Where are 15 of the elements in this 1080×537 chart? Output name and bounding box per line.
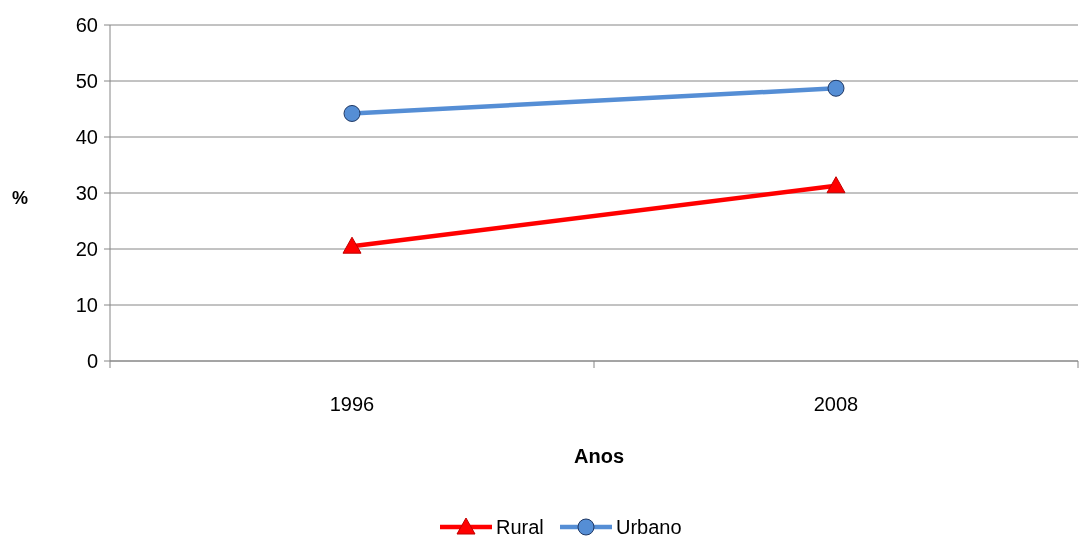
- x-tick-label: 1996: [329, 393, 375, 415]
- y-tick-label: 0: [86, 350, 98, 372]
- y-tick-label: 40: [75, 126, 98, 148]
- y-tick-label: 30: [75, 182, 98, 204]
- point: [343, 104, 361, 122]
- y-axis-title: %: [11, 188, 29, 208]
- x-tick-label: 2008: [813, 393, 859, 415]
- point: [827, 79, 845, 97]
- legend-label: Urbano: [616, 516, 682, 537]
- y-tick-label: 60: [75, 14, 98, 36]
- y-tick-label: 10: [75, 294, 98, 316]
- y-tick-label: 20: [75, 238, 98, 260]
- y-tick-label: 50: [75, 70, 98, 92]
- legend-label: Rural: [496, 516, 544, 537]
- x-axis-title: Anos: [574, 445, 624, 467]
